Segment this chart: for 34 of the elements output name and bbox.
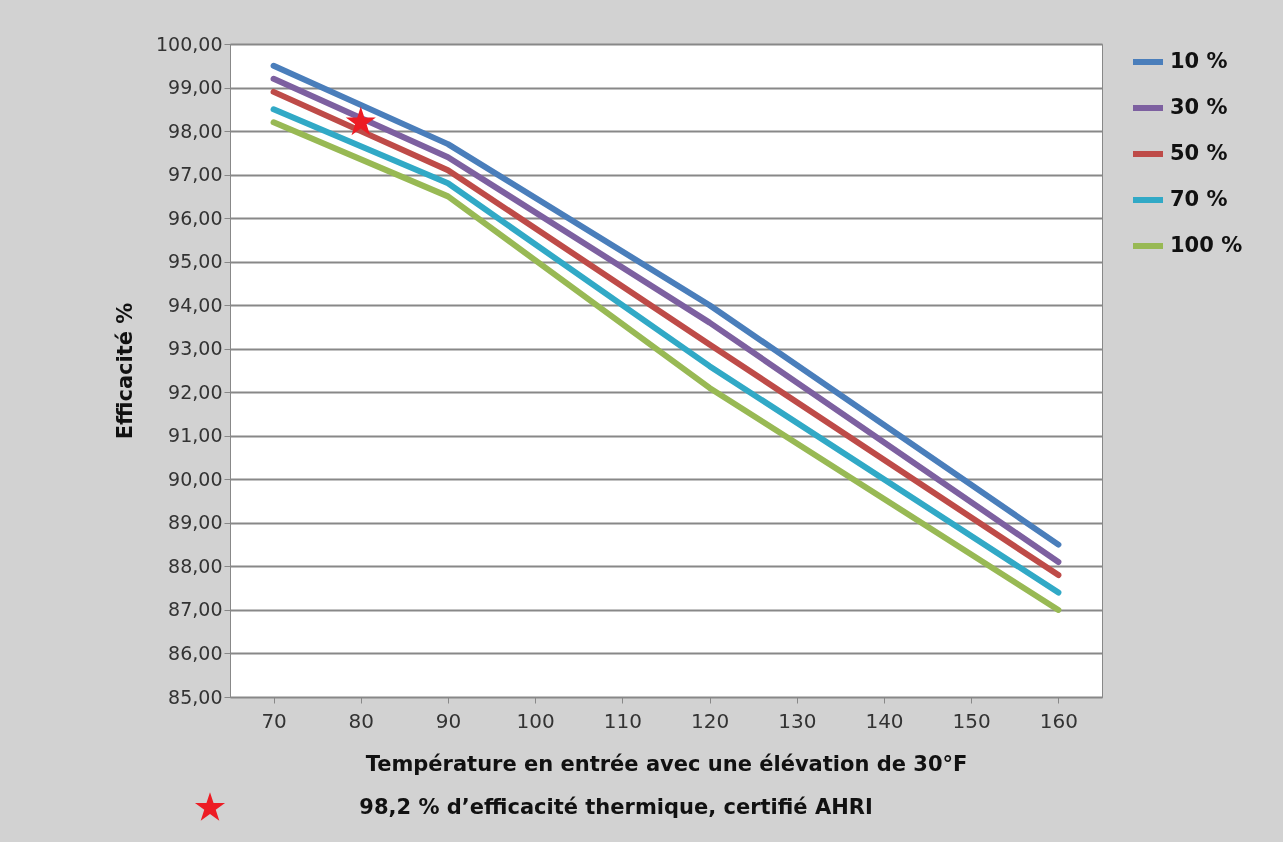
x-tick-label: 120: [691, 708, 730, 733]
x-tick-label: 70: [261, 708, 287, 733]
legend-label: 30 %: [1170, 95, 1228, 119]
x-tick-label: 80: [348, 708, 375, 733]
x-tick-label: 160: [1039, 708, 1078, 733]
legend-label: 10 %: [1170, 49, 1228, 73]
y-tick-label: 88,00: [168, 554, 223, 577]
legend-label: 70 %: [1170, 187, 1228, 211]
legend-label: 50 %: [1170, 141, 1228, 165]
text: 98,2 % d’efficacité thermique, certifié AHRI: [359, 795, 873, 819]
y-tick-label: 85,00: [168, 685, 223, 708]
legend-label: 100 %: [1170, 233, 1243, 257]
y-tick-label: 91,00: [168, 424, 223, 447]
x-tick-label: 110: [603, 708, 642, 733]
y-tick-label: 89,00: [168, 511, 223, 534]
y-tick-label: 92,00: [168, 380, 223, 403]
y-tick-label: 97,00: [168, 163, 223, 186]
y-axis-title: Efficacité %: [113, 302, 138, 440]
y-tick-label: 95,00: [168, 250, 223, 273]
y-tick-label: 98,00: [168, 119, 223, 142]
y-tick-label: 99,00: [168, 76, 223, 99]
x-tick-label: 90: [435, 708, 462, 733]
y-tick-label: 100,00: [156, 32, 223, 55]
y-tick-label: 96,00: [168, 206, 223, 229]
y-tick-label: 86,00: [168, 641, 223, 664]
y-tick-label: 90,00: [168, 467, 223, 490]
y-tick-label: 94,00: [168, 293, 223, 316]
x-tick-label: 150: [952, 708, 991, 733]
y-tick-label: 93,00: [168, 337, 223, 360]
x-axis-title: Température en entrée avec une élévation de 30°F: [365, 751, 968, 776]
x-tick-label: 100: [516, 708, 555, 733]
x-tick-label: 130: [778, 708, 817, 733]
y-tick-label: 87,00: [168, 598, 223, 621]
x-tick-label: 140: [865, 708, 904, 733]
